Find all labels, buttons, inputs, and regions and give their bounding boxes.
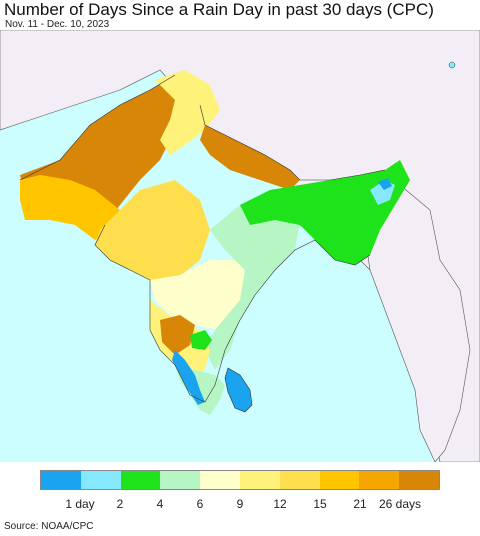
legend-label: 21 bbox=[353, 497, 367, 511]
legend-label: 4 bbox=[156, 497, 164, 511]
legend-swatch bbox=[399, 471, 439, 489]
zone-21-days-west bbox=[20, 175, 120, 240]
zone-4-days-south bbox=[190, 330, 212, 350]
legend-label: 9 bbox=[236, 497, 244, 511]
legend-swatch bbox=[200, 471, 240, 489]
legend-swatch bbox=[80, 471, 121, 489]
legend-swatch bbox=[160, 471, 201, 489]
zone-12-days-north bbox=[155, 70, 220, 155]
legend-label: 26 days bbox=[378, 497, 422, 511]
legend-swatch bbox=[359, 471, 400, 489]
rain-days-map bbox=[0, 30, 480, 462]
zone-4-days-northeast bbox=[240, 160, 410, 265]
zone-1-day-southwest bbox=[172, 350, 205, 405]
source-credit: Source: NOAA/CPC bbox=[4, 521, 94, 532]
legend-swatch bbox=[41, 471, 81, 489]
legend-swatch bbox=[239, 471, 280, 489]
island-marker bbox=[448, 61, 456, 69]
legend-swatch bbox=[120, 471, 161, 489]
country-borders bbox=[19, 74, 386, 403]
legend-label: 6 bbox=[196, 497, 204, 511]
myanmar-region bbox=[364, 184, 471, 462]
legend-swatch bbox=[279, 471, 320, 489]
zone-15-days-west bbox=[95, 180, 210, 280]
zone-6-days-east bbox=[205, 205, 300, 370]
map-title: Number of Days Since a Rain Day in past … bbox=[4, 0, 434, 19]
zone-1-day-northeast bbox=[378, 178, 392, 190]
legend-label: 2 bbox=[116, 497, 124, 511]
legend-label: 12 bbox=[273, 497, 287, 511]
zone-9-days-central bbox=[150, 260, 250, 330]
sri-lanka bbox=[224, 367, 253, 413]
date-range: Nov. 11 - Dec. 10, 2023 bbox=[5, 19, 110, 30]
legend-bar bbox=[40, 470, 440, 490]
legend-label: 15 bbox=[313, 497, 327, 511]
legend-labels: 1 day 2 4 6 9 12 15 21 26 days bbox=[40, 497, 440, 513]
legend-swatch bbox=[319, 471, 360, 489]
legend-label: 1 day bbox=[65, 497, 95, 511]
zone-26-days-deccan bbox=[160, 315, 195, 355]
zone-26-days-himalaya bbox=[200, 125, 300, 190]
